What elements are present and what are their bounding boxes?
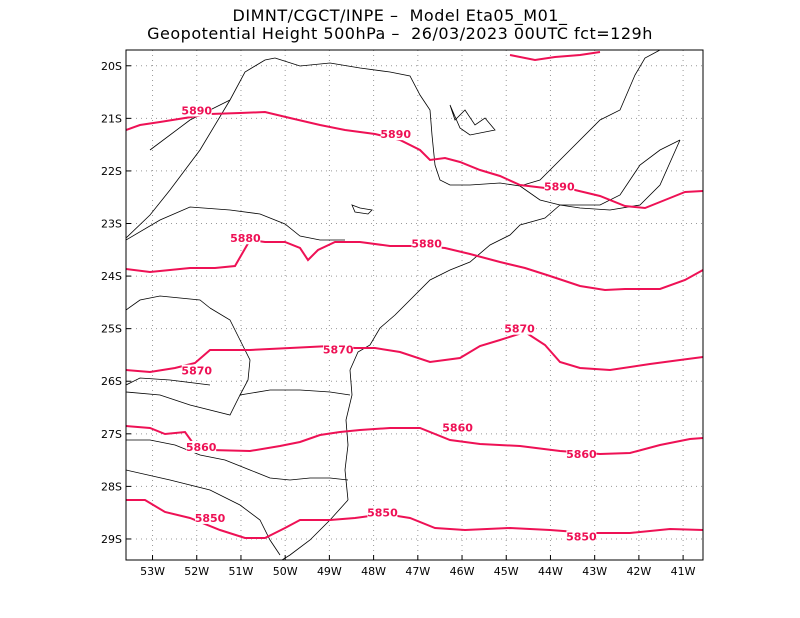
contour-label-background bbox=[195, 511, 226, 524]
x-tick-label: 50W bbox=[273, 565, 298, 578]
contour-label-background bbox=[186, 440, 217, 453]
contour-label-background bbox=[367, 506, 398, 519]
border-rs-uy bbox=[126, 469, 281, 556]
contour-5890-top bbox=[509, 51, 601, 62]
contour-5870 bbox=[126, 330, 703, 374]
border-sc-rs bbox=[126, 439, 349, 481]
contour-5880 bbox=[126, 238, 703, 292]
contour-label-5880: 5880 bbox=[230, 232, 261, 245]
x-tick-label: 46W bbox=[450, 565, 475, 578]
border-top-pr bbox=[126, 206, 345, 241]
map-title-line-1: DIMNT/CGCT/INPE – Model Eta05_M01_ bbox=[232, 6, 568, 25]
x-tick-label: 41W bbox=[671, 565, 696, 578]
contour-label-background bbox=[181, 104, 212, 117]
x-tick-label: 44W bbox=[538, 565, 563, 578]
y-tick-label: 29S bbox=[101, 533, 122, 546]
border-mg-sp bbox=[149, 99, 231, 151]
contour-labels-layer: 5890 5890 5890 5880 5880 5870 5870 5870 5860 5860… bbox=[181, 104, 597, 543]
contour-label-5890: 5890 bbox=[380, 128, 411, 141]
contour-5890-north bbox=[126, 110, 703, 210]
lat-lon-grid bbox=[126, 50, 703, 560]
contour-label-5880: 5880 bbox=[411, 237, 442, 250]
border-ms-sp bbox=[126, 57, 276, 239]
contour-label-5850: 5850 bbox=[195, 512, 226, 525]
y-tick-label: 27S bbox=[101, 428, 122, 441]
contour-label-5890: 5890 bbox=[544, 181, 575, 194]
contour-label-5850: 5850 bbox=[566, 530, 597, 543]
map-frame-background bbox=[126, 50, 703, 560]
contour-label-background bbox=[544, 180, 575, 193]
x-tick-label: 45W bbox=[494, 565, 519, 578]
contour-label-5860: 5860 bbox=[442, 422, 473, 435]
x-tick-label: 49W bbox=[317, 565, 342, 578]
x-tick-label: 53W bbox=[140, 565, 165, 578]
y-tick-label: 25S bbox=[101, 323, 122, 336]
x-tick-label: 47W bbox=[405, 565, 430, 578]
contour-label-5850: 5850 bbox=[367, 507, 398, 520]
y-tick-label: 21S bbox=[101, 112, 122, 125]
lake-mg bbox=[449, 104, 496, 136]
contour-label-background bbox=[504, 322, 535, 335]
x-tick-label: 51W bbox=[229, 565, 254, 578]
contour-label-background bbox=[442, 421, 473, 434]
contour-label-background bbox=[566, 447, 597, 460]
x-tick-label: 42W bbox=[626, 565, 651, 578]
contour-label-5860: 5860 bbox=[186, 441, 217, 454]
x-tick-label: 43W bbox=[582, 565, 607, 578]
coast-sc bbox=[344, 369, 353, 501]
contour-label-background bbox=[411, 237, 442, 250]
contour-label-5890: 5890 bbox=[181, 104, 212, 117]
y-tick-label: 22S bbox=[101, 165, 122, 178]
contour-label-background bbox=[230, 232, 261, 245]
axis-ticks: 53W 52W 51W 50W 49W 48W 47W 46W 45W 44W 43W 42W 41W 2… bbox=[101, 60, 696, 578]
contour-label-background bbox=[566, 530, 597, 543]
y-tick-label: 23S bbox=[101, 218, 122, 231]
y-tick-label: 26S bbox=[101, 375, 122, 388]
map-frame bbox=[125, 49, 704, 561]
y-tick-label: 28S bbox=[101, 480, 122, 493]
lake-sp bbox=[351, 204, 373, 215]
map-title-line-2: Geopotential Height 500hPa – 26/03/2023 … bbox=[147, 24, 653, 43]
contour-label-background bbox=[380, 128, 411, 141]
coast-sp-rj bbox=[349, 139, 681, 371]
contour-label-background bbox=[181, 364, 212, 377]
border-sp-mg bbox=[274, 50, 661, 187]
contour-label-5870: 5870 bbox=[323, 344, 354, 357]
contour-label-background bbox=[323, 343, 354, 356]
x-tick-label: 52W bbox=[184, 565, 209, 578]
y-tick-label: 24S bbox=[101, 270, 122, 283]
contour-label-5860: 5860 bbox=[566, 448, 597, 461]
river-parana bbox=[126, 377, 211, 386]
contour-label-5870: 5870 bbox=[181, 365, 212, 378]
x-tick-label: 48W bbox=[361, 565, 386, 578]
border-paraguay bbox=[126, 295, 211, 311]
coast-rs bbox=[281, 499, 349, 560]
contour-label-5870: 5870 bbox=[504, 323, 535, 336]
y-tick-label: 20S bbox=[101, 60, 122, 73]
